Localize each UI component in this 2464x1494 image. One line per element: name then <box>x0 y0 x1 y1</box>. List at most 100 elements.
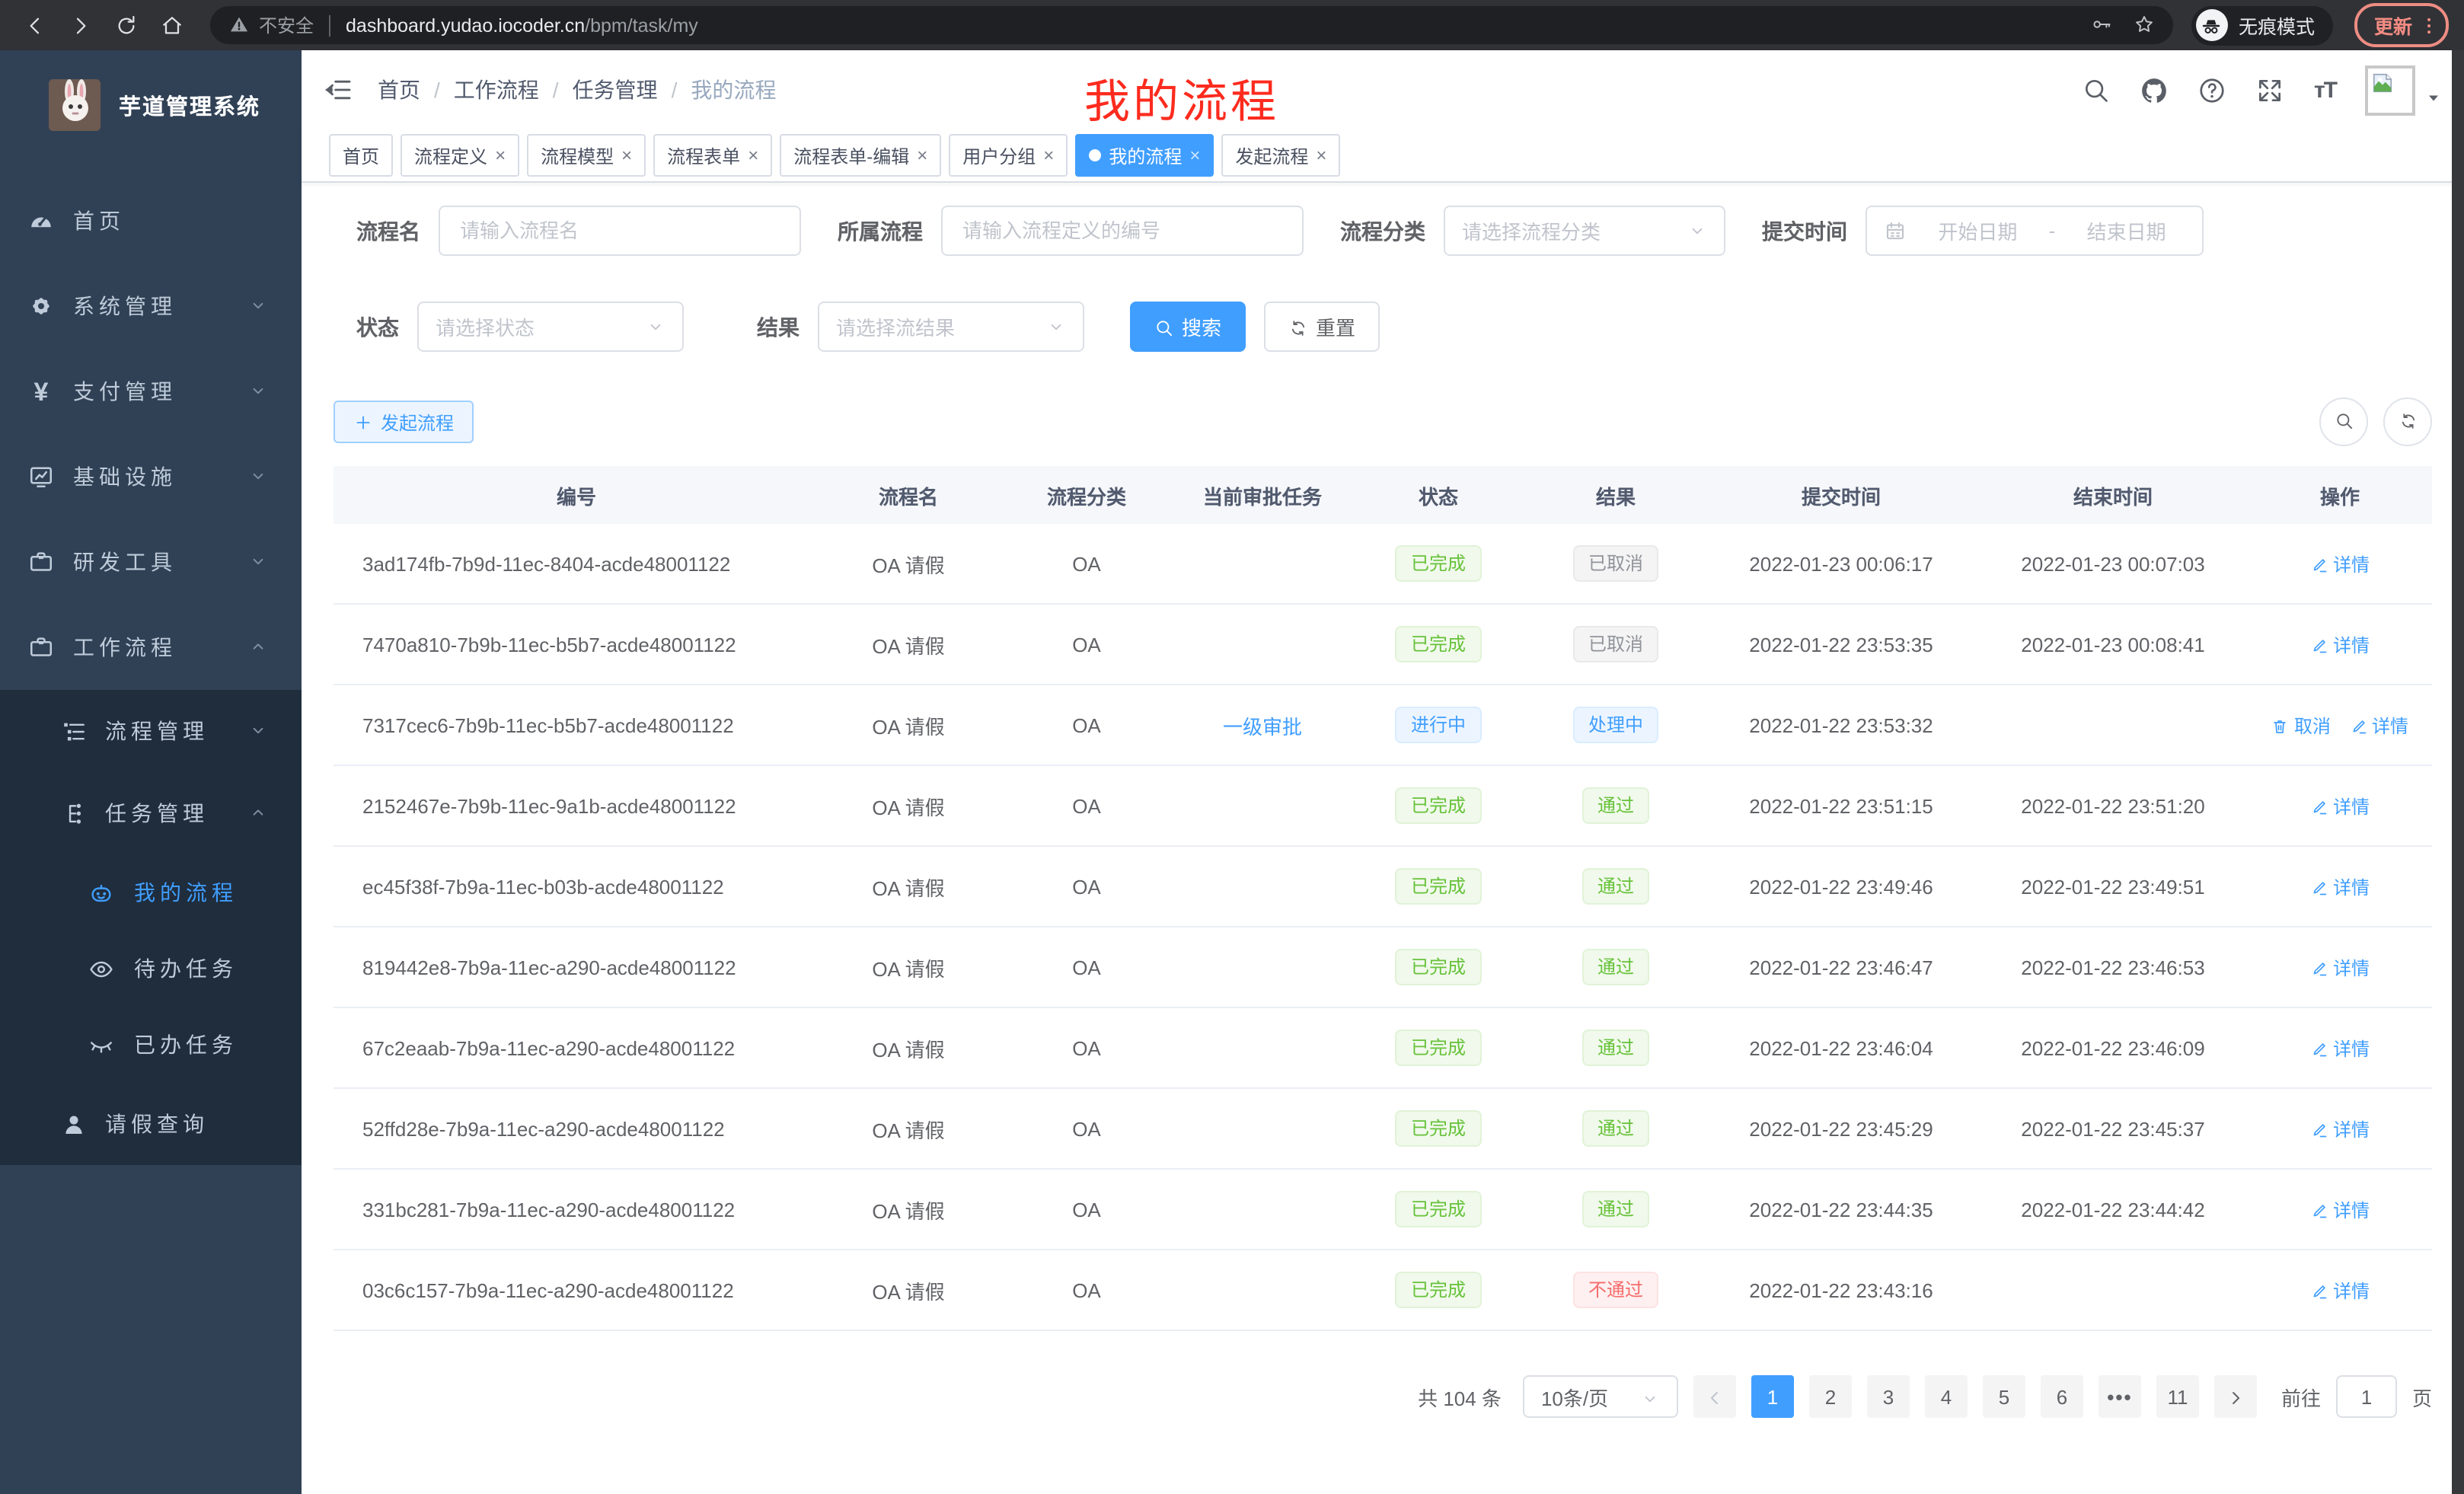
tab-2[interactable]: 流程模型 × <box>527 134 646 177</box>
pagination-goto-label: 前往 <box>2280 1387 2321 1409</box>
tab-close-icon[interactable]: × <box>495 145 506 166</box>
process-definition-input[interactable] <box>941 206 1304 256</box>
current-task-link[interactable]: 一级审批 <box>1222 715 1302 738</box>
cell-process-id: 3ad174fb-7b9d-11ec-8404-acde48001122 <box>334 524 819 605</box>
create-process-button[interactable]: 发起流程 <box>334 401 474 443</box>
help-icon[interactable] <box>2198 75 2227 104</box>
search-icon[interactable] <box>2083 75 2111 104</box>
start-date-placeholder[interactable]: 开始日期 <box>1938 221 2018 244</box>
fullscreen-icon[interactable] <box>2256 75 2285 104</box>
action-detail-link[interactable]: 详情 <box>2310 1035 2370 1061</box>
password-key-icon[interactable] <box>2091 11 2112 39</box>
reload-icon[interactable] <box>107 5 146 45</box>
home-icon[interactable] <box>152 5 192 45</box>
pagination-page-5[interactable]: 5 <box>1982 1375 2025 1418</box>
sidebar-item-6[interactable]: 流程管理 <box>0 690 302 772</box>
tab-close-icon[interactable]: × <box>748 145 759 166</box>
submit-time-range-picker[interactable]: 开始日期 - 结束日期 <box>1866 206 2204 256</box>
process-definition-input-field[interactable] <box>959 218 1285 244</box>
status-select[interactable]: 请选择状态 <box>417 302 684 352</box>
action-cancel-link[interactable]: 取消 <box>2271 712 2331 738</box>
pagination-ellipsis[interactable]: ••• <box>2098 1375 2141 1418</box>
security-label[interactable]: 不安全 <box>259 15 314 37</box>
sidebar-item-label: 研发工具 <box>73 550 177 574</box>
back-icon[interactable] <box>15 5 55 45</box>
breadcrumb-home[interactable]: 首页 <box>378 78 420 102</box>
forward-icon[interactable] <box>61 5 101 45</box>
sidebar-item-3[interactable]: 基础设施 <box>0 434 302 519</box>
sidebar-item-7[interactable]: 任务管理 <box>0 772 302 854</box>
tab-4[interactable]: 流程表单-编辑 × <box>780 134 942 177</box>
page-size-select[interactable]: 10条/页 <box>1522 1375 1678 1418</box>
user-avatar-menu[interactable] <box>2365 65 2443 115</box>
action-detail-link[interactable]: 详情 <box>2310 551 2370 576</box>
refresh-table-button[interactable] <box>2383 397 2432 446</box>
pagination-page-11[interactable]: 11 <box>2156 1375 2199 1418</box>
tab-close-icon[interactable]: × <box>1316 145 1327 166</box>
cell-status: 已完成 <box>1349 846 1527 927</box>
breadcrumb-workflow[interactable]: 工作流程 <box>453 78 539 102</box>
tab-close-icon[interactable]: × <box>917 145 928 166</box>
pagination-prev-button[interactable] <box>1693 1375 1736 1418</box>
sidebar-item-8[interactable]: 我的流程 <box>0 854 302 931</box>
url-bar[interactable]: 不安全 dashboard.yudao.iocoder.cn/bpm/task/… <box>210 6 2173 44</box>
search-button[interactable]: 搜索 <box>1130 302 1246 352</box>
sidebar-item-0[interactable]: 首页 <box>0 178 302 263</box>
pagination-page-4[interactable]: 4 <box>1924 1375 1968 1418</box>
process-name-input-field[interactable] <box>457 218 783 244</box>
font-size-icon[interactable]: тT <box>2313 77 2338 103</box>
chevron-down-icon[interactable] <box>2424 85 2443 112</box>
sidebar-item-9[interactable]: 待办任务 <box>0 931 302 1007</box>
tab-close-icon[interactable]: × <box>621 145 633 166</box>
reset-button[interactable]: 重置 <box>1264 302 1380 352</box>
action-detail-link[interactable]: 详情 <box>2310 873 2370 899</box>
pagination-page-2[interactable]: 2 <box>1808 1375 1852 1418</box>
app-logo[interactable]: 芋道管理系统 <box>0 50 302 160</box>
sidebar-item-1[interactable]: 系统管理 <box>0 263 302 349</box>
breadcrumb-task[interactable]: 任务管理 <box>572 78 658 102</box>
user-icon <box>61 1111 87 1137</box>
sidebar-item-5[interactable]: 工作流程 <box>0 605 302 690</box>
process-name-input[interactable] <box>439 206 801 256</box>
action-detail-link[interactable]: 详情 <box>2310 793 2370 819</box>
eye-icon <box>88 956 114 982</box>
url-path: /bpm/task/my <box>585 14 698 36</box>
tab-6[interactable]: 我的流程 × <box>1075 134 1214 177</box>
sidebar-fold-icon[interactable] <box>323 75 353 105</box>
show-search-toggle-button[interactable] <box>2319 397 2368 446</box>
action-detail-link[interactable]: 详情 <box>2310 1196 2370 1222</box>
action-detail-link[interactable]: 详情 <box>2310 631 2370 657</box>
pagination-page-1[interactable]: 1 <box>1751 1375 1794 1418</box>
pagination-page-6[interactable]: 6 <box>2040 1375 2083 1418</box>
result-select[interactable]: 请选择流结果 <box>818 302 1084 352</box>
tab-0[interactable]: 首页 <box>329 134 394 177</box>
tab-close-icon[interactable]: × <box>1189 145 1201 166</box>
category-select[interactable]: 请选择流程分类 <box>1444 206 1725 256</box>
toolbox-icon <box>27 548 55 576</box>
sidebar-item-4[interactable]: 研发工具 <box>0 519 302 605</box>
end-date-placeholder[interactable]: 结束日期 <box>2086 221 2166 244</box>
pagination-page-3[interactable]: 3 <box>1866 1375 1910 1418</box>
bookmark-star-icon[interactable] <box>2134 11 2155 39</box>
action-detail-link[interactable]: 详情 <box>2310 954 2370 980</box>
tab-3[interactable]: 流程表单 × <box>653 134 773 177</box>
action-detail-link[interactable]: 详情 <box>2310 1277 2370 1303</box>
tab-5[interactable]: 用户分组 × <box>949 134 1068 177</box>
action-detail-link[interactable]: 详情 <box>2310 1116 2370 1141</box>
browser-menu-icon[interactable] <box>2418 14 2440 36</box>
cell-actions: 详情 <box>2248 604 2432 685</box>
sidebar-item-11[interactable]: 请假查询 <box>0 1083 302 1165</box>
sidebar-item-10[interactable]: 已办任务 <box>0 1007 302 1083</box>
github-icon[interactable] <box>2140 75 2169 104</box>
browser-scrollbar[interactable] <box>2452 50 2464 1494</box>
sidebar-item-2[interactable]: ¥ 支付管理 <box>0 349 302 434</box>
pagination-goto-input[interactable] <box>2335 1375 2397 1418</box>
pagination-next-button[interactable] <box>2213 1375 2257 1418</box>
tab-close-icon[interactable]: × <box>1043 145 1055 166</box>
tab-7[interactable]: 发起流程 × <box>1221 134 1341 177</box>
col-result: 结果 <box>1527 466 1704 524</box>
browser-update-button[interactable]: 更新 <box>2354 3 2449 47</box>
tab-1[interactable]: 流程定义 × <box>401 134 520 177</box>
action-detail-link[interactable]: 详情 <box>2349 712 2408 738</box>
tab-label: 流程表单-编辑 <box>793 145 910 167</box>
